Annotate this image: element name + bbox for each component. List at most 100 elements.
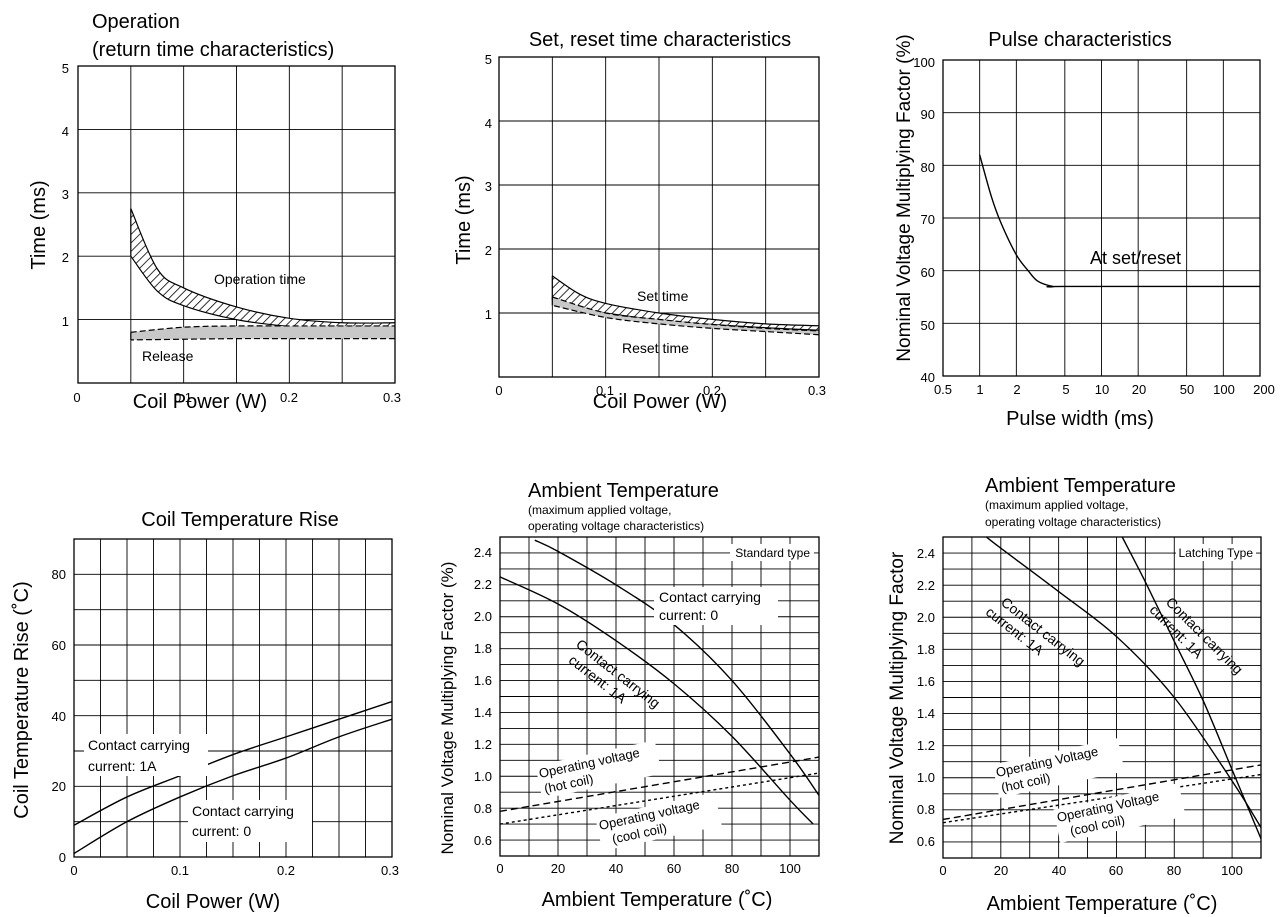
chart-5-label-hot-coil: Operating voltage (hot coil) — [535, 740, 662, 799]
chart-5-ytick-1: 0.8 — [474, 801, 492, 816]
chart-6-xtick-5: 100 — [1221, 863, 1243, 878]
chart-1-ylabel: Time (ms) — [28, 180, 50, 269]
chart-5-tag: Standard type — [730, 544, 814, 561]
chart-2-annotation-1: Reset time — [622, 340, 689, 356]
band-upper-1 — [551, 275, 820, 327]
chart-5-label-current-0: Contact carrying current: 0 — [654, 587, 778, 625]
band-upper-2 — [130, 325, 395, 333]
band-lower-2 — [552, 304, 820, 336]
svg-text:current: 0: current: 0 — [192, 823, 251, 839]
chart-6-title: Ambient Temperature — [985, 475, 1176, 497]
chart-1-marks — [130, 208, 396, 341]
chart-3-xtick-4: 10 — [1095, 382, 1109, 397]
chart-4-xtick-0: 0 — [70, 863, 77, 878]
chart-5-ytick-7: 2.0 — [474, 609, 492, 624]
svg-text:current: 1A: current: 1A — [88, 758, 157, 774]
chart-operation: Operation (return time characteristics) … — [28, 11, 401, 413]
chart-6-xlabel: Ambient Temperature (˚C) — [987, 893, 1218, 915]
band-fill-2 — [552, 297, 819, 335]
chart-6-xtick-1: 20 — [994, 863, 1008, 878]
chart-6-ytick-7: 2.0 — [917, 610, 935, 625]
chart-5-ytick-9: 2.4 — [474, 545, 492, 560]
chart-2-xlabel: Coil Power (W) — [593, 391, 727, 413]
chart-3-marks — [978, 154, 1260, 288]
chart-1-xtick-1: 0.1 — [174, 390, 192, 405]
chart-2-annotation-0: Set time — [637, 288, 689, 304]
chart-6-label-right-1a: Contact carrying current: 1A — [1147, 594, 1247, 677]
chart-6-ytick-5: 1.6 — [917, 674, 935, 689]
chart-6-xtick-2: 40 — [1052, 863, 1066, 878]
chart-6-marks — [942, 536, 1262, 840]
chart-5-ytick-8: 2.2 — [474, 577, 492, 592]
chart-ambient-standard: Ambient Temperature (maximum applied vol… — [438, 480, 820, 911]
band-upper-2 — [552, 296, 820, 332]
series-line-2 — [499, 576, 814, 825]
chart-1-xlabel: Coil Power (W) — [133, 391, 267, 413]
chart-1-xtick-2: 0.2 — [280, 390, 298, 405]
series-line-3 — [499, 756, 820, 813]
series-line-2 — [73, 718, 393, 855]
svg-text:Contact carrying: Contact carrying — [88, 737, 190, 753]
chart-4-xtick-1: 0.1 — [171, 863, 189, 878]
chart-1-xtick-3: 0.3 — [383, 390, 401, 405]
chart-4-ytick-0: 0 — [59, 850, 66, 865]
chart-2-ylabel: Time (ms) — [453, 175, 475, 264]
svg-text:Contact carrying: Contact carrying — [192, 803, 294, 819]
chart-5-xlabel: Ambient Temperature (˚C) — [542, 889, 773, 911]
chart-1-ytick-4: 5 — [62, 61, 69, 76]
chart-3-xtick-1: 1 — [976, 382, 983, 397]
chart-3-xtick-8: 200 — [1253, 382, 1275, 397]
chart-pulse: Pulse characteristics Pulse width (ms) N… — [894, 29, 1275, 430]
chart-1-annotation-1: Release — [142, 348, 194, 364]
chart-3-xtick-5: 20 — [1132, 382, 1146, 397]
chart-5-xtick-0: 0 — [496, 861, 503, 876]
chart-2-ytick-1: 2 — [485, 243, 492, 258]
chart-5-xtick-5: 100 — [779, 861, 801, 876]
chart-2-ytick-0: 1 — [485, 307, 492, 322]
chart-5-xtick-4: 80 — [725, 861, 739, 876]
chart-6-ytick-2: 1.0 — [917, 770, 935, 785]
band-fill-1 — [130, 208, 396, 334]
chart-2-plot-frame — [498, 56, 820, 378]
chart-3-xtick-2: 2 — [1013, 382, 1020, 397]
chart-1-ytick-1: 2 — [62, 250, 69, 265]
chart-set-reset: Set, reset time characteristics Coil Pow… — [453, 29, 826, 413]
chart-6-subtitle2: operating voltage characteristics) — [985, 515, 1161, 529]
chart-3-grid — [943, 60, 1260, 376]
chart-3-xtick-7: 100 — [1213, 382, 1235, 397]
chart-5-ytick-6: 1.8 — [474, 641, 492, 656]
chart-4-ytick-4: 80 — [52, 567, 66, 582]
band-fill-1 — [552, 275, 819, 331]
chart-4-plot-frame — [73, 538, 393, 858]
chart-4-label-1a: Contact carrying current: 1A — [84, 734, 208, 776]
chart-4-xtick-2: 0.2 — [277, 863, 295, 878]
chart-6-ytick-0: 0.6 — [917, 834, 935, 849]
chart-3-ylabel: Nominal Voltage Multiplying Factor (%) — [894, 34, 915, 361]
chart-2-title: Set, reset time characteristics — [529, 29, 791, 51]
chart-5-xtick-1: 20 — [551, 861, 565, 876]
chart-3-ytick-1: 50 — [921, 318, 935, 333]
chart-6-ytick-6: 1.8 — [917, 642, 935, 657]
chart-1-ytick-3: 4 — [62, 124, 69, 139]
chart-6-xtick-3: 60 — [1109, 863, 1123, 878]
chart-1-ytick-0: 1 — [62, 314, 69, 329]
chart-6-ytick-4: 1.4 — [917, 706, 935, 721]
chart-6-ytick-3: 1.2 — [917, 738, 935, 753]
svg-text:Latching Type: Latching Type — [1178, 546, 1253, 560]
band-upper-1 — [130, 208, 396, 324]
chart-3-ytick-5: 90 — [921, 107, 935, 122]
chart-6-ylabel: Nominal Voltage Multiplying Factor — [887, 551, 908, 844]
chart-6-label-left-1a: Contact carrying current: 1A — [983, 594, 1088, 669]
chart-5-xtick-3: 60 — [667, 861, 681, 876]
chart-1-title: Operation — [92, 11, 180, 33]
chart-3-ytick-0: 40 — [921, 370, 935, 385]
chart-6-label-cool-coil: Operating Voltage (cool coil) — [1053, 783, 1186, 843]
svg-text:current: 0: current: 0 — [659, 607, 718, 623]
chart-3-plot-frame — [942, 59, 1261, 377]
chart-4-ytick-3: 60 — [52, 638, 66, 653]
chart-3-xtick-0: 0.5 — [934, 382, 952, 397]
band-lower-2 — [130, 337, 395, 341]
chart-4-xlabel: Coil Power (W) — [146, 891, 280, 913]
chart-6-plot-frame — [942, 536, 1262, 859]
chart-5-ytick-2: 1.0 — [474, 769, 492, 784]
